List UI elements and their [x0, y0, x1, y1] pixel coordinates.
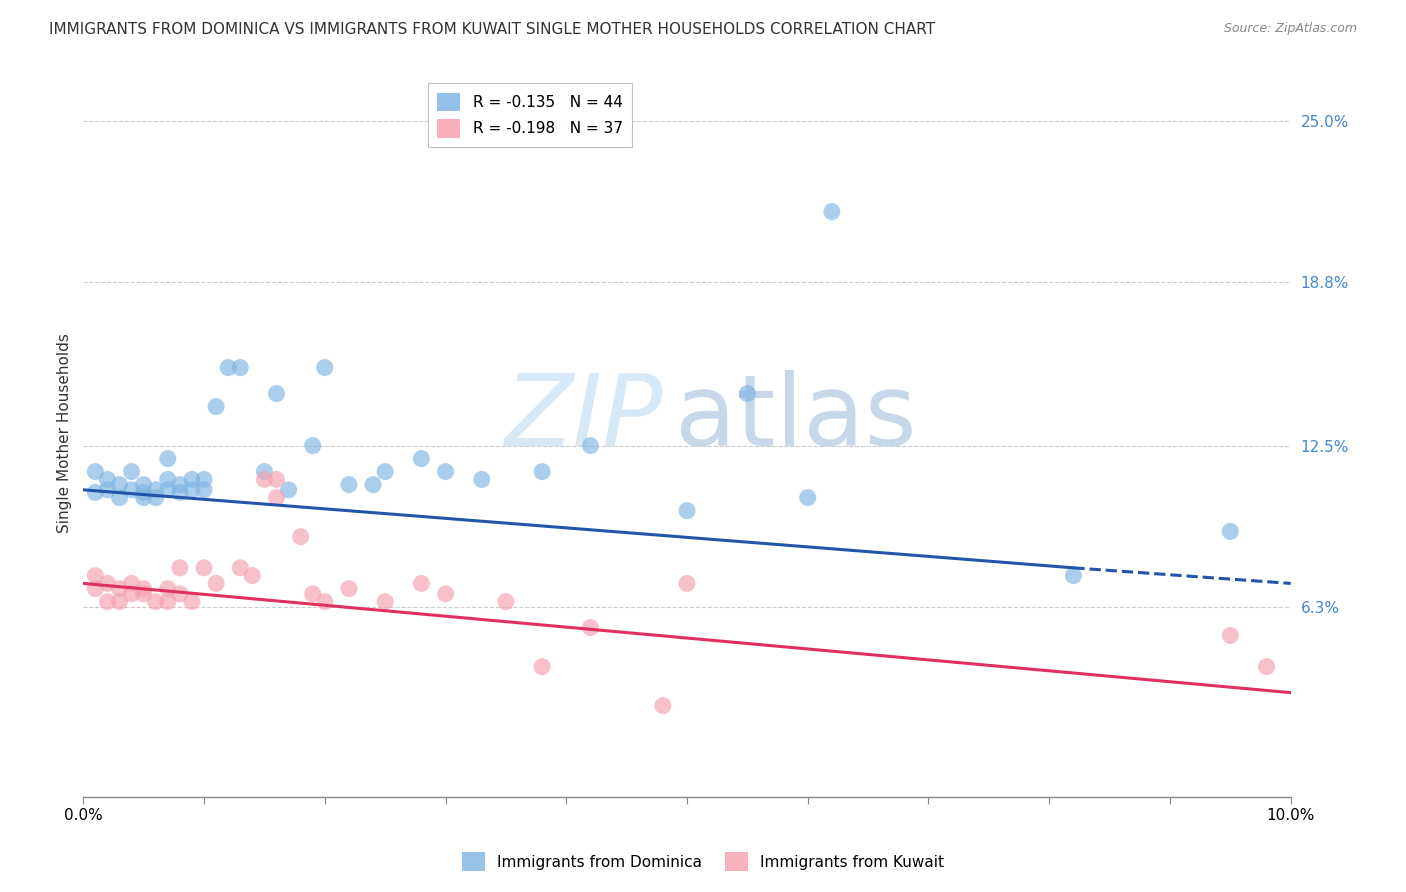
Point: [96, 576, 118, 591]
Point: [96, 472, 118, 486]
Point: [108, 582, 131, 596]
Point: [737, 386, 759, 401]
Point: [411, 451, 433, 466]
Point: [84, 568, 107, 582]
Point: [217, 360, 239, 375]
Text: Source: ZipAtlas.com: Source: ZipAtlas.com: [1223, 22, 1357, 36]
Point: [266, 491, 288, 505]
Point: [434, 587, 457, 601]
Point: [181, 472, 204, 486]
Point: [156, 582, 179, 596]
Point: [266, 386, 288, 401]
Point: [531, 465, 554, 479]
Legend: R = -0.135   N = 44, R = -0.198   N = 37: R = -0.135 N = 44, R = -0.198 N = 37: [429, 84, 631, 146]
Point: [108, 477, 131, 491]
Point: [1219, 524, 1241, 539]
Point: [132, 485, 155, 500]
Point: [169, 477, 191, 491]
Text: atlas: atlas: [675, 369, 917, 467]
Y-axis label: Single Mother Households: Single Mother Households: [58, 333, 72, 533]
Point: [108, 491, 131, 505]
Point: [156, 472, 179, 486]
Point: [96, 594, 118, 608]
Point: [253, 472, 276, 486]
Point: [193, 483, 215, 497]
Text: IMMIGRANTS FROM DOMINICA VS IMMIGRANTS FROM KUWAIT SINGLE MOTHER HOUSEHOLDS CORR: IMMIGRANTS FROM DOMINICA VS IMMIGRANTS F…: [49, 22, 935, 37]
Point: [156, 483, 179, 497]
Point: [266, 472, 288, 486]
Point: [156, 451, 179, 466]
Legend: Immigrants from Dominica, Immigrants from Kuwait: Immigrants from Dominica, Immigrants fro…: [456, 847, 950, 877]
Point: [121, 576, 143, 591]
Point: [132, 587, 155, 601]
Point: [156, 594, 179, 608]
Point: [169, 587, 191, 601]
Point: [337, 582, 360, 596]
Point: [169, 561, 191, 575]
Point: [1062, 568, 1084, 582]
Point: [301, 439, 323, 453]
Point: [84, 485, 107, 500]
Point: [181, 594, 204, 608]
Point: [1219, 628, 1241, 642]
Point: [193, 472, 215, 486]
Point: [821, 204, 844, 219]
Point: [411, 576, 433, 591]
Point: [797, 491, 820, 505]
Point: [676, 576, 699, 591]
Point: [531, 659, 554, 673]
Point: [314, 594, 336, 608]
Point: [314, 360, 336, 375]
Point: [229, 561, 252, 575]
Point: [132, 582, 155, 596]
Point: [374, 594, 396, 608]
Point: [181, 483, 204, 497]
Text: ZIP: ZIP: [505, 369, 662, 467]
Point: [337, 477, 360, 491]
Point: [290, 530, 312, 544]
Point: [169, 485, 191, 500]
Point: [579, 439, 602, 453]
Point: [301, 587, 323, 601]
Point: [121, 465, 143, 479]
Point: [108, 594, 131, 608]
Point: [96, 483, 118, 497]
Point: [205, 400, 228, 414]
Point: [651, 698, 673, 713]
Point: [579, 621, 602, 635]
Point: [121, 587, 143, 601]
Point: [84, 465, 107, 479]
Point: [471, 472, 494, 486]
Point: [253, 465, 276, 479]
Point: [145, 491, 167, 505]
Point: [676, 503, 699, 517]
Point: [205, 576, 228, 591]
Point: [361, 477, 384, 491]
Point: [434, 465, 457, 479]
Point: [84, 582, 107, 596]
Point: [132, 491, 155, 505]
Point: [277, 483, 299, 497]
Point: [193, 561, 215, 575]
Point: [374, 465, 396, 479]
Point: [121, 483, 143, 497]
Point: [229, 360, 252, 375]
Point: [132, 477, 155, 491]
Point: [145, 594, 167, 608]
Point: [145, 483, 167, 497]
Point: [495, 594, 517, 608]
Point: [240, 568, 263, 582]
Point: [1256, 659, 1278, 673]
